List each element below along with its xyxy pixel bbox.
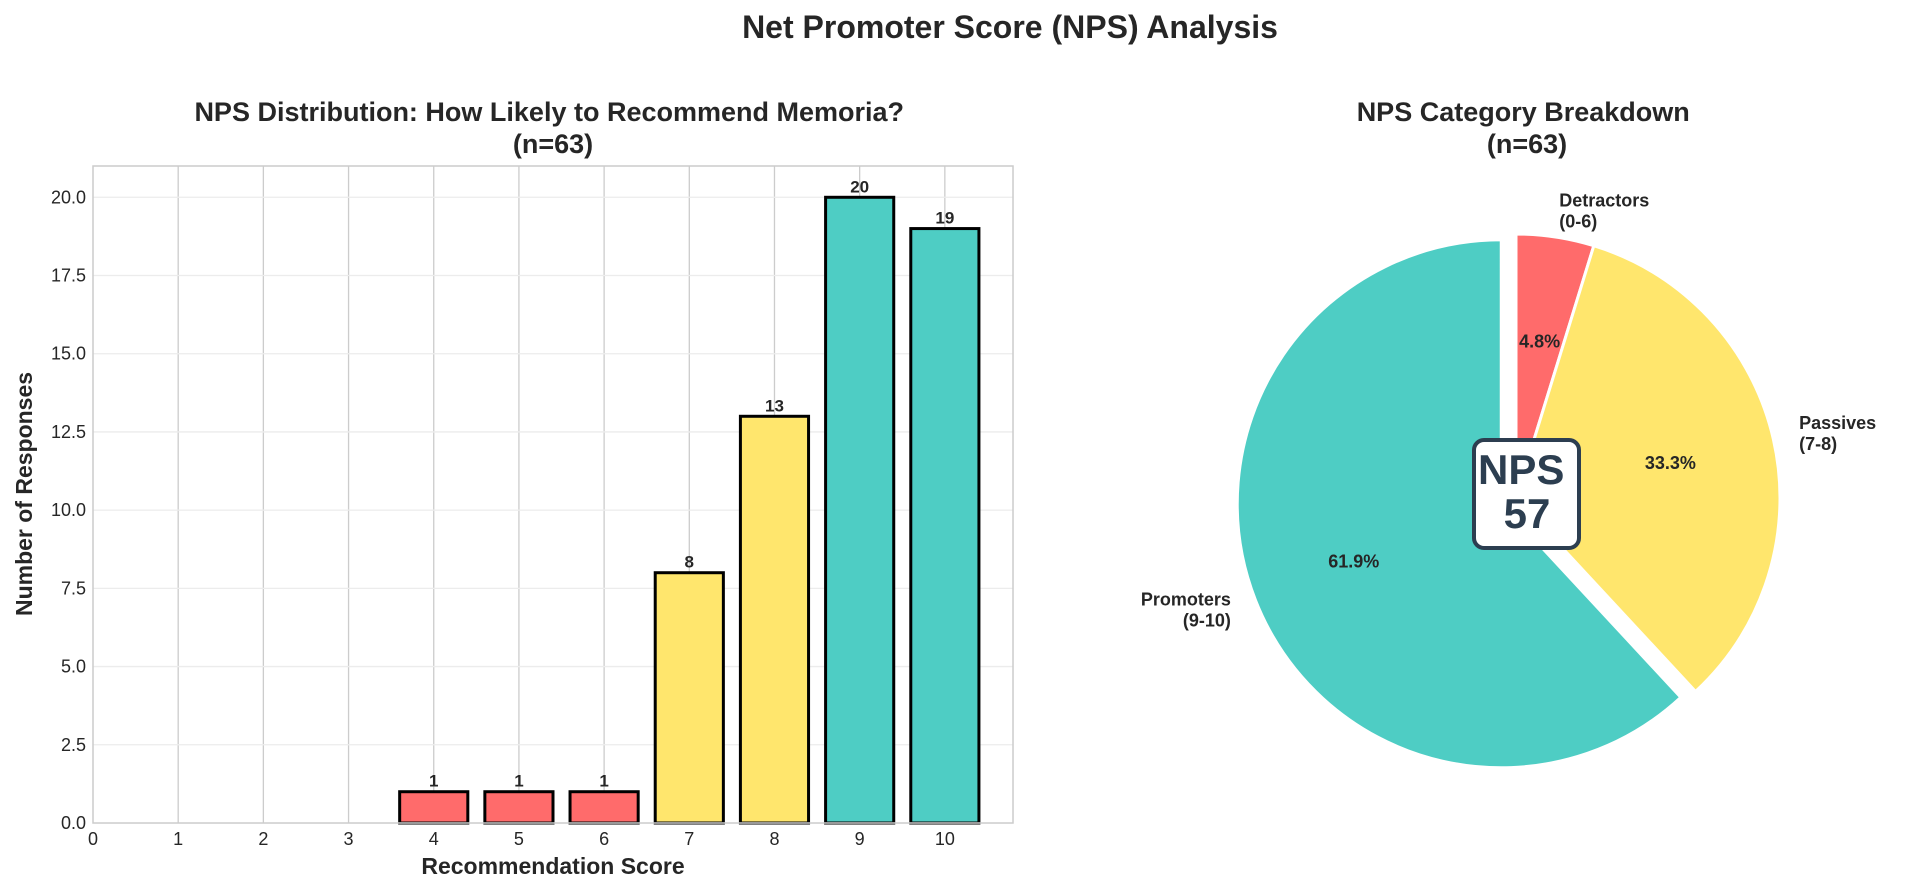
figure-title: Net Promoter Score (NPS) Analysis (742, 9, 1278, 45)
y-axis-ticks: 0.0 2.5 5.0 7.5 10.0 12.5 15.0 17.5 20.0 (51, 187, 86, 833)
bar-score-9 (824, 195, 896, 825)
bar-plot-frame (92, 165, 1014, 824)
bar-value-label: 20 (850, 177, 869, 196)
y-tick-label: 15.0 (51, 344, 86, 364)
nps-score-heading: NPS (1478, 446, 1564, 493)
pie-category-label: Promoters (9-10) (1141, 589, 1231, 630)
x-tick-label: 4 (429, 829, 439, 849)
y-axis-label: Number of Responses (11, 372, 37, 616)
nps-score-box-frame (1472, 438, 1581, 550)
x-tick-label: 8 (769, 829, 779, 849)
x-tick-label: 10 (935, 829, 955, 849)
bar-chart: NPS Distribution: How Likely to Recommen… (11, 97, 1014, 879)
bar-value-label: 13 (765, 396, 784, 415)
y-tick-label: 20.0 (51, 187, 86, 207)
pie-category-label-line: Promoters (1141, 589, 1231, 609)
bar-series (398, 195, 981, 825)
pie-category-label-line: (0-6) (1559, 211, 1597, 231)
x-tick-label: 6 (599, 829, 609, 849)
x-tick-label: 5 (514, 829, 524, 849)
nps-score-value: 57 (1504, 490, 1551, 537)
bar-score-4 (398, 790, 470, 825)
x-tick-label: 7 (684, 829, 694, 849)
pie-percent-label: 61.9% (1328, 552, 1379, 572)
x-tick-label: 1 (173, 829, 183, 849)
bar-value-label: 1 (599, 772, 608, 791)
y-tick-label: 2.5 (61, 735, 86, 755)
bar-chart-title-line-2: (n=63) (513, 129, 593, 159)
bar-score-10 (909, 227, 981, 825)
bar-value-labels: 1 1 1 8 13 20 19 (429, 177, 954, 790)
bar-score-6 (568, 790, 640, 825)
bar-chart-title: NPS Distribution: How Likely to Recommen… (194, 97, 911, 159)
pie-labels: 4.8% Detractors (0-6) 33.3% Passives (7-8) 61.… (1141, 190, 1876, 630)
bar-score-7 (653, 571, 725, 825)
pie-chart-title: NPS Category Breakdown (n=63) (1357, 97, 1698, 159)
pie-slice-promoters (1235, 238, 1683, 770)
pie-percent-label: 4.8% (1519, 331, 1560, 351)
pie-category-label: Detractors (0-6) (1559, 190, 1649, 231)
pie-wedges (1235, 232, 1782, 770)
pie-chart-title-line-1: NPS Category Breakdown (1357, 97, 1690, 127)
y-tick-label: 7.5 (61, 578, 86, 598)
pie-percent-label: 33.3% (1645, 453, 1696, 473)
pie-slice-passives (1514, 243, 1782, 694)
pie-category-label-line: (9-10) (1183, 610, 1231, 630)
x-tick-label: 0 (88, 829, 98, 849)
pie-category-label-line: Passives (1799, 413, 1876, 433)
bar-score-5 (483, 790, 555, 825)
x-axis-ticks: 0 1 2 3 4 5 6 7 8 9 10 (88, 829, 955, 849)
pie-chart-title-line-2: (n=63) (1487, 129, 1567, 159)
y-tick-label: 17.5 (51, 266, 86, 286)
bar-value-label: 1 (429, 772, 438, 791)
bar-value-label: 8 (685, 553, 694, 572)
bar-score-8 (738, 414, 811, 825)
y-tick-label: 12.5 (51, 422, 86, 442)
x-axis-label: Recommendation Score (421, 853, 684, 879)
x-tick-label: 9 (855, 829, 865, 849)
pie-chart: NPS Category Breakdown (n=63) 4.8% Detrac… (1141, 97, 1876, 770)
nps-score-box: NPS 57 (1472, 438, 1581, 550)
pie-category-label: Passives (7-8) (1799, 413, 1876, 454)
y-tick-label: 10.0 (51, 500, 86, 520)
y-tick-label: 5.0 (61, 657, 86, 677)
nps-score-text: NPS 57 (1478, 446, 1576, 537)
bar-value-label: 1 (514, 772, 523, 791)
x-tick-label: 3 (344, 829, 354, 849)
bar-value-label: 19 (935, 209, 954, 228)
bar-chart-title-line-1: NPS Distribution: How Likely to Recommen… (194, 97, 904, 127)
y-tick-label: 0.0 (61, 813, 86, 833)
x-tick-label: 2 (258, 829, 268, 849)
pie-category-label-line: (7-8) (1799, 434, 1837, 454)
pie-category-label-line: Detractors (1559, 190, 1649, 210)
